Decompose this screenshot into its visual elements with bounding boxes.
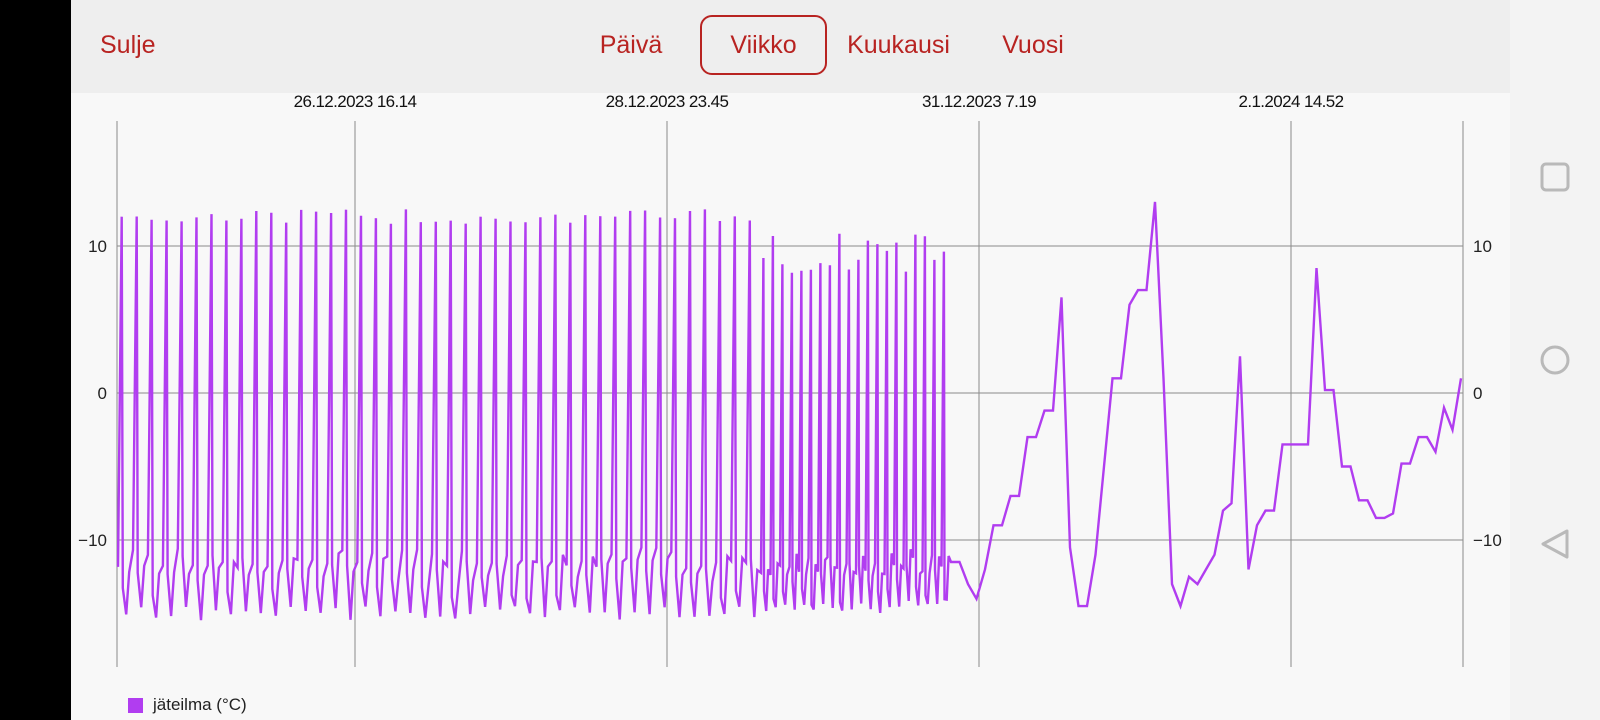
android-nav-bar bbox=[1510, 0, 1600, 720]
back-button[interactable] bbox=[1510, 514, 1600, 574]
home-button[interactable] bbox=[1510, 330, 1600, 390]
back-icon bbox=[1541, 529, 1569, 559]
y-tick-label-right: −10 bbox=[1473, 531, 1502, 550]
recents-button[interactable] bbox=[1510, 147, 1600, 207]
y-tick-label-left: 0 bbox=[98, 384, 107, 403]
tab-week[interactable]: Viikko bbox=[700, 15, 827, 75]
series-line-jateilma bbox=[116, 201, 1463, 621]
left-edge bbox=[0, 0, 71, 720]
x-tick-label: 28.12.2023 23.45 bbox=[606, 93, 729, 111]
y-tick-label-right: 10 bbox=[1473, 237, 1492, 256]
y-tick-label-left: −10 bbox=[78, 531, 107, 550]
close-button[interactable]: Sulje bbox=[100, 31, 156, 59]
y-tick-label-right: 0 bbox=[1473, 384, 1482, 403]
tab-month[interactable]: Kuukausi bbox=[847, 31, 950, 59]
y-tick-label-left: 10 bbox=[88, 237, 107, 256]
header-bar: Sulje Päivä Viikko Kuukausi Vuosi bbox=[71, 0, 1510, 93]
app-window: Sulje Päivä Viikko Kuukausi Vuosi 10 10 0 0… bbox=[71, 0, 1510, 720]
chart-panel: 10 10 0 0 −10 −10 26.12.2023 16.14 28.12.2023 2… bbox=[71, 93, 1510, 720]
home-icon bbox=[1540, 345, 1570, 375]
temperature-chart: 10 10 0 0 −10 −10 26.12.2023 16.14 28.12.2023 2… bbox=[78, 93, 1502, 667]
x-tick-label: 2.1.2024 14.52 bbox=[1238, 93, 1343, 111]
x-tick-label: 31.12.2023 7.19 bbox=[922, 93, 1036, 111]
recents-icon bbox=[1540, 162, 1570, 192]
tab-day[interactable]: Päivä bbox=[599, 31, 663, 59]
x-tick-label: 26.12.2023 16.14 bbox=[294, 93, 417, 111]
tab-year[interactable]: Vuosi bbox=[1002, 31, 1064, 59]
legend-label: jäteilma (°C) bbox=[153, 695, 247, 714]
legend: jäteilma (°C) bbox=[128, 693, 247, 717]
legend-swatch bbox=[128, 697, 143, 713]
